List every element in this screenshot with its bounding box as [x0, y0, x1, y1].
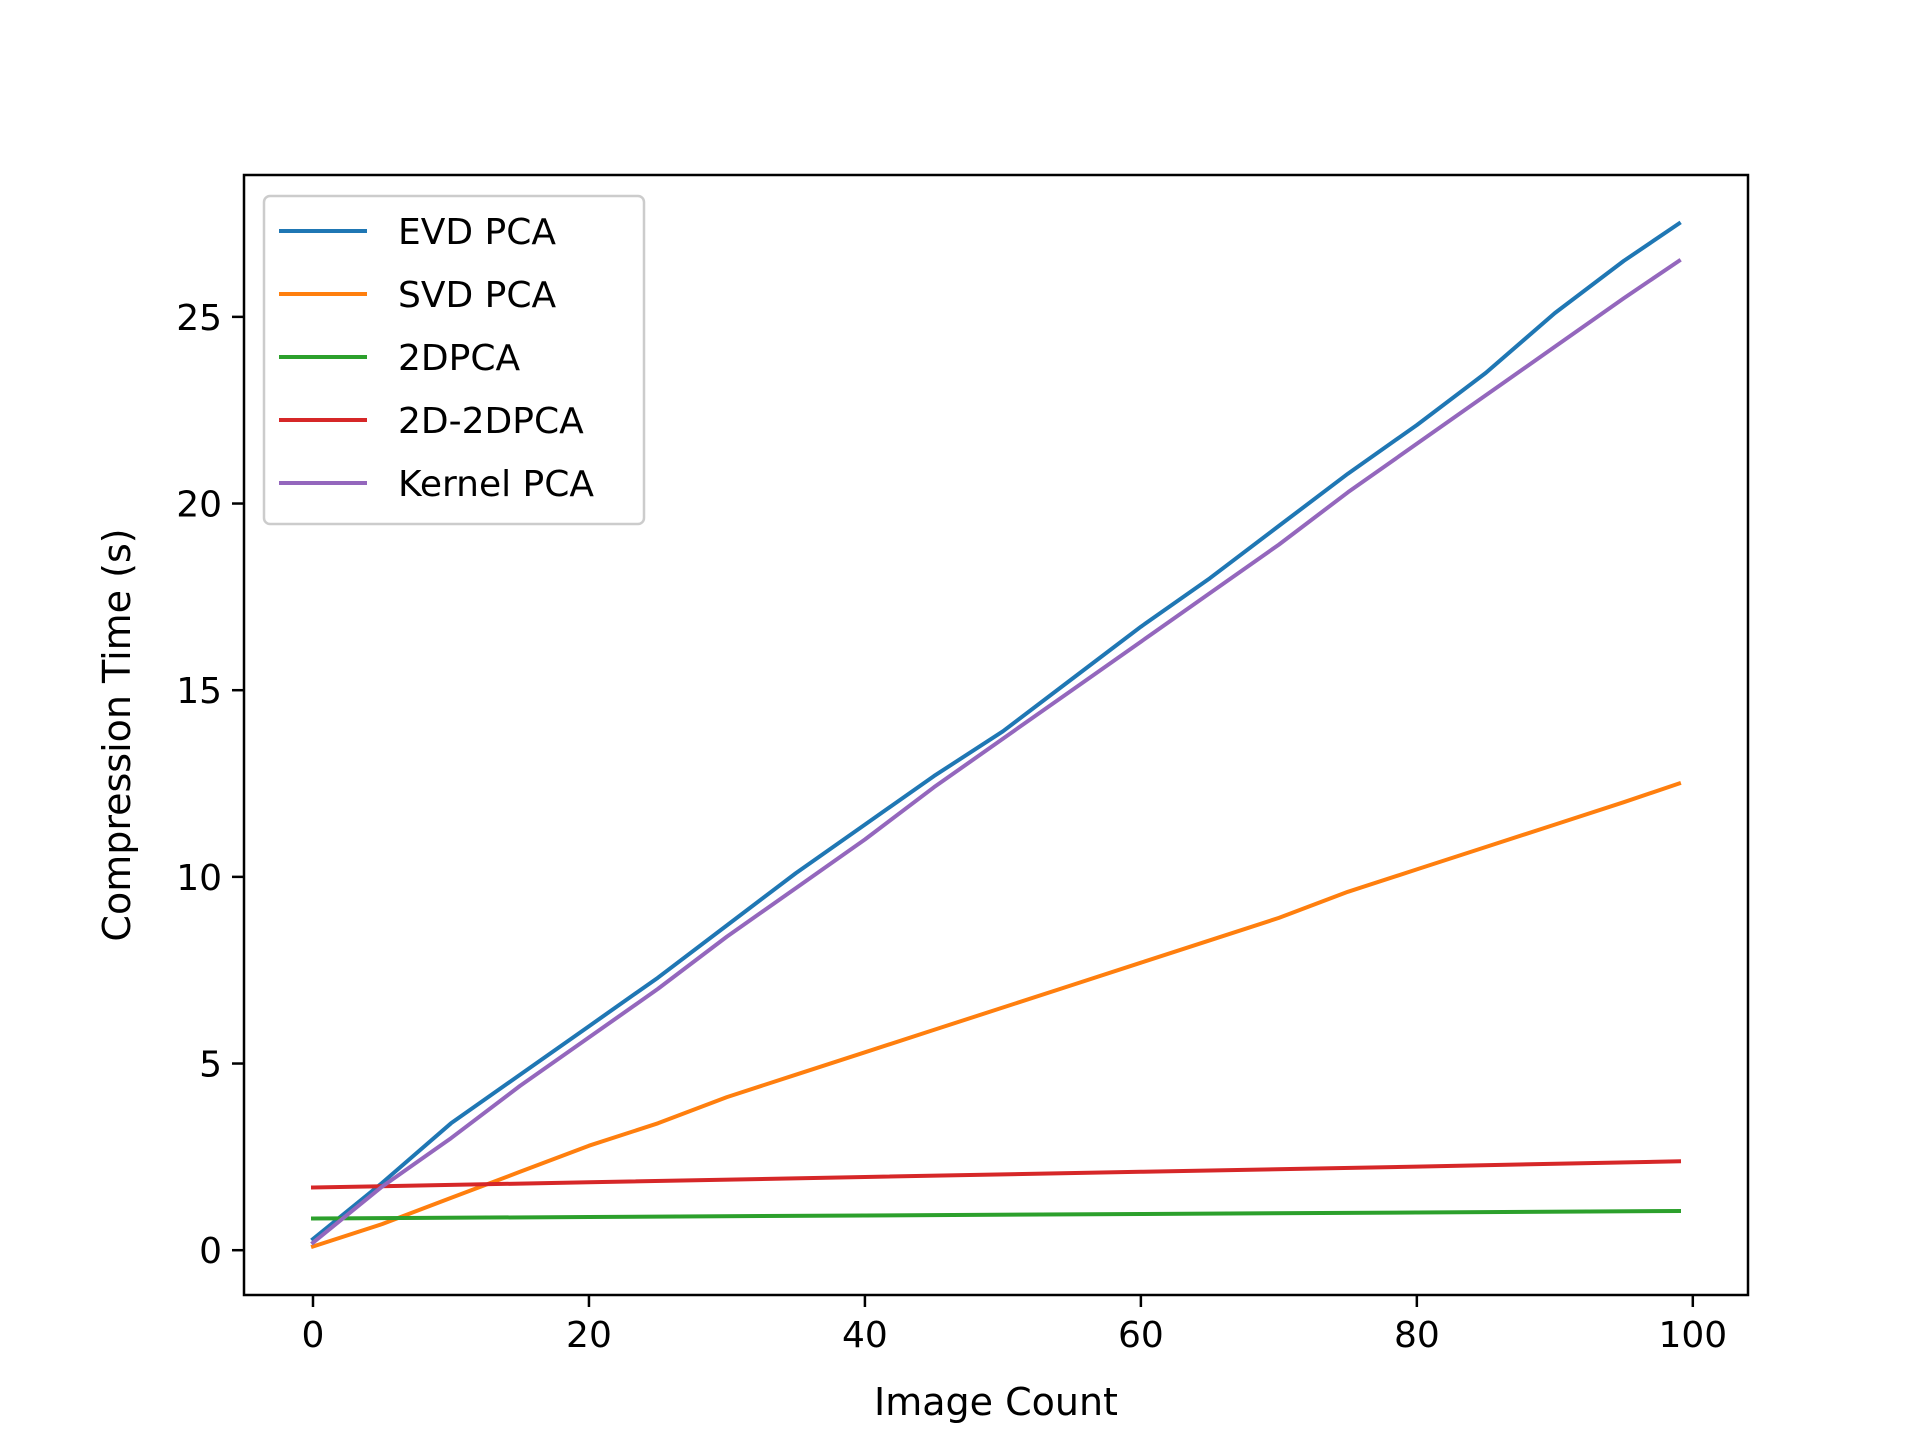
series-line-2	[310, 1208, 1682, 1221]
y-tick-label: 0	[199, 1231, 222, 1272]
legend-label-4: Kernel PCA	[398, 464, 594, 505]
legend-label-0: EVD PCA	[398, 212, 556, 253]
legend-label-1: SVD PCA	[398, 275, 556, 316]
y-tick-label: 15	[176, 671, 222, 712]
x-tick-label: 0	[302, 1315, 325, 1356]
y-tick-label: 10	[176, 858, 222, 899]
legend-label-2: 2DPCA	[398, 338, 520, 379]
plot-lines	[310, 220, 1682, 1250]
x-tick-label: 100	[1658, 1315, 1727, 1356]
x-tick-label: 60	[1118, 1315, 1164, 1356]
x-axis: 0 20 40 60 80 100	[302, 1295, 1727, 1356]
series-line-4	[310, 258, 1682, 1246]
legend-label-3: 2D-2DPCA	[398, 401, 584, 442]
series-line-3	[310, 1159, 1682, 1190]
plot-frame	[242, 173, 1750, 1297]
x-tick-label: 80	[1394, 1315, 1440, 1356]
x-tick-label: 40	[842, 1315, 888, 1356]
x-tick-label: 20	[566, 1315, 612, 1356]
x-axis-label: Image Count	[874, 1380, 1118, 1424]
y-tick-label: 25	[176, 298, 222, 339]
series-line-1	[310, 780, 1682, 1250]
legend: EVD PCA SVD PCA 2DPCA 2D-2DPCA Kernel PCA	[262, 194, 646, 526]
y-axis-label: Compression Time (s)	[95, 528, 139, 941]
series-line-0	[310, 220, 1682, 1242]
y-tick-label: 20	[176, 485, 222, 526]
legend-box	[262, 194, 646, 526]
y-tick-label: 5	[199, 1045, 222, 1086]
y-axis: 0 5 10 15 20 25	[176, 298, 244, 1272]
